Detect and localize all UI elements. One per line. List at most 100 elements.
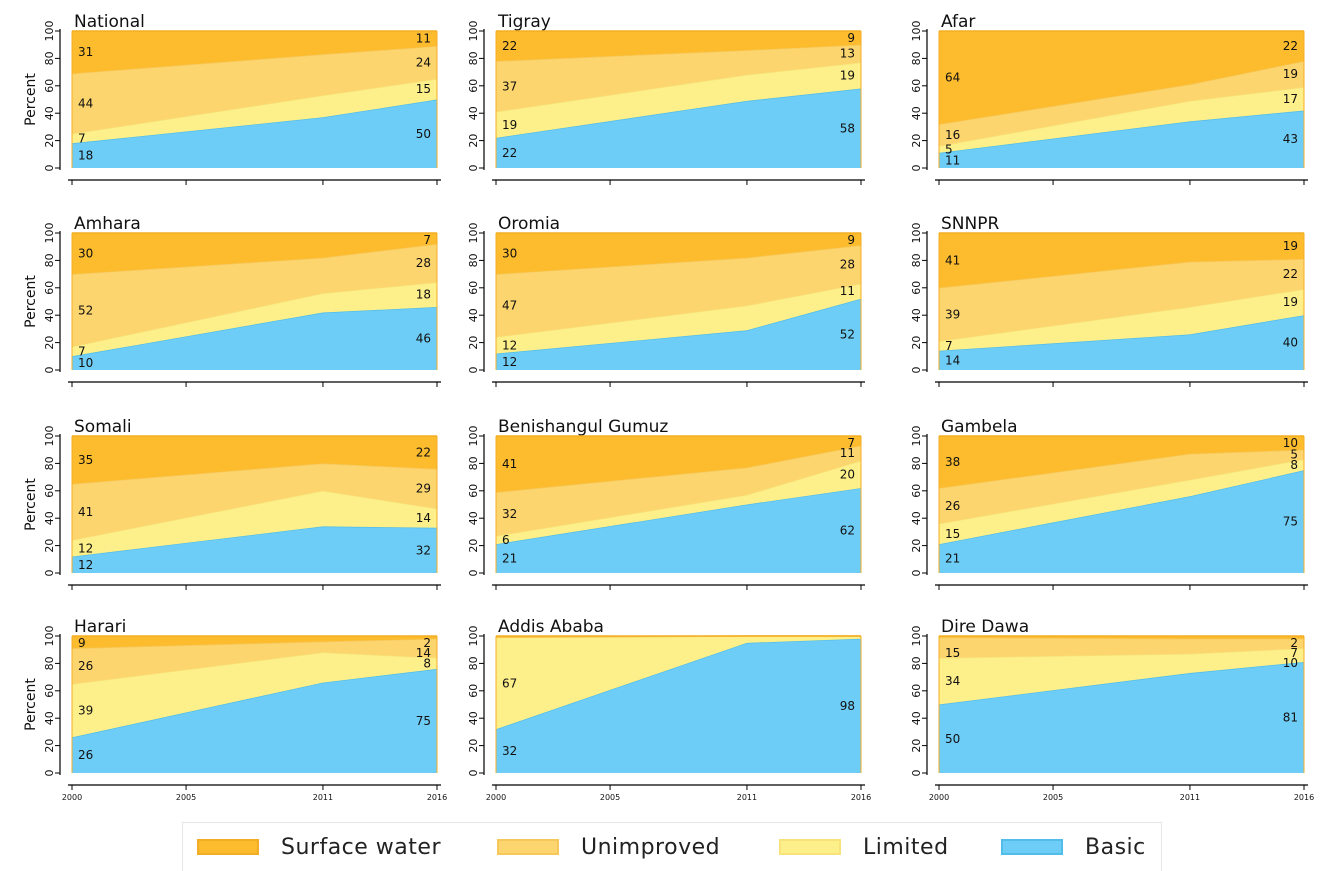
x-tick-label: 2005 [176,793,196,802]
data-label-basic-end: 50 [416,127,431,141]
panel-title: National [74,12,145,32]
data-label-limited-start: 67 [502,676,517,690]
chart-legend: Surface water Unimproved Limited Basic [182,822,1162,871]
data-label-surface-water-end: 10 [1283,436,1298,450]
y-tick-label: 60 [43,281,56,295]
area-basic [496,298,861,370]
y-tick-label: 100 [467,426,480,447]
panel-title: Addis Ababa [498,617,604,637]
data-label-limited-end: 8 [1290,458,1298,472]
y-tick-label: 80 [467,253,480,267]
y-axis-label: Percent [23,73,39,126]
y-tick-label: 0 [43,570,56,577]
legend-swatch-basic [1001,839,1063,855]
data-label-basic-start: 32 [502,744,517,758]
data-label-basic-start: 10 [78,356,93,370]
panel-title: Gambela [941,417,1018,437]
area-basic [72,668,437,773]
data-label-basic-end: 81 [1283,711,1298,725]
area-surface-water [72,31,437,74]
data-label-limited-start: 15 [945,527,960,541]
y-tick-label: 80 [467,456,480,470]
legend-swatch-surface-water [197,839,259,855]
data-label-limited-start: 12 [78,541,93,555]
data-label-surface-water-end: 7 [423,233,431,247]
data-label-unimproved-end: 22 [1283,267,1298,281]
area-basic [72,526,437,573]
data-label-basic-end: 43 [1283,132,1298,146]
area-basic [72,307,437,370]
data-label-basic-start: 21 [945,552,960,566]
area-surface-water [496,233,861,275]
x-tick-label: 2000 [62,793,82,802]
data-label-surface-water-start: 38 [945,455,960,469]
x-tick-label: 2016 [1294,793,1314,802]
data-label-unimproved-start: 37 [502,79,517,93]
data-label-basic-end: 32 [416,543,431,557]
legend-swatch-limited [779,839,841,855]
data-label-surface-water-end: 19 [1283,239,1298,253]
data-label-basic-start: 18 [78,149,93,163]
y-tick-label: 60 [43,79,56,93]
data-label-limited-end: 10 [1283,656,1298,670]
legend-swatch-unimproved [497,839,559,855]
area-limited [939,289,1304,351]
y-tick-label: 20 [910,134,923,148]
data-label-unimproved-start: 26 [945,499,960,513]
data-label-unimproved-end: 29 [416,482,431,496]
data-label-limited-start: 34 [945,674,960,688]
y-tick-label: 0 [467,570,480,577]
data-label-basic-end: 75 [416,714,431,728]
y-tick-label: 60 [910,684,923,698]
data-label-basic-end: 40 [1283,336,1298,350]
y-tick-label: 80 [467,656,480,670]
y-tick-label: 100 [43,626,56,647]
area-limited [939,648,1304,705]
legend-label-basic: Basic [1085,834,1146,860]
area-unimproved [496,445,861,536]
y-tick-label: 20 [910,739,923,753]
y-tick-label: 80 [43,456,56,470]
data-label-surface-water-start: 41 [502,457,517,471]
y-axis-label: Percent [23,478,39,531]
y-tick-label: 40 [467,308,480,322]
y-tick-label: 80 [910,51,923,65]
y-tick-label: 60 [467,484,480,498]
y-tick-label: 40 [467,511,480,525]
y-tick-label: 0 [910,165,923,172]
data-label-unimproved-end: 28 [416,256,431,270]
data-label-unimproved-end: 11 [840,446,855,460]
area-basic [496,88,861,168]
y-tick-label: 20 [467,739,480,753]
area-surface-water [72,233,437,275]
data-label-basic-end: 58 [840,121,855,135]
legend-item-basic: Basic [1001,823,1146,871]
data-label-basic-end: 46 [416,331,431,345]
y-tick-label: 100 [467,21,480,42]
data-label-unimproved-start: 41 [78,505,93,519]
legend-label-surface-water: Surface water [281,834,441,860]
y-tick-label: 0 [467,770,480,777]
data-label-surface-water-start: 9 [78,636,86,650]
data-label-basic-end: 62 [840,524,855,538]
area-unimproved [939,637,1304,658]
y-tick-label: 20 [467,336,480,350]
area-unimproved [72,463,437,541]
data-label-limited-start: 6 [502,533,510,547]
data-label-limited-start: 19 [502,118,517,132]
y-tick-label: 100 [910,21,923,42]
data-label-unimproved-end: 7 [1290,646,1298,660]
x-tick-label: 2016 [851,793,871,802]
area-unimproved [72,638,437,684]
panel-oromia: Oromia 0 20 40 60 80 100 12 12 47 30 52 11 28 9 [467,214,865,387]
area-limited [72,282,437,357]
y-tick-label: 80 [910,253,923,267]
x-tick-label: 2005 [600,793,620,802]
y-tick-label: 40 [910,511,923,525]
y-tick-label: 100 [43,21,56,42]
data-label-surface-water-start: 22 [502,39,517,53]
y-tick-label: 100 [910,626,923,647]
y-tick-label: 60 [910,79,923,93]
y-tick-label: 0 [910,770,923,777]
